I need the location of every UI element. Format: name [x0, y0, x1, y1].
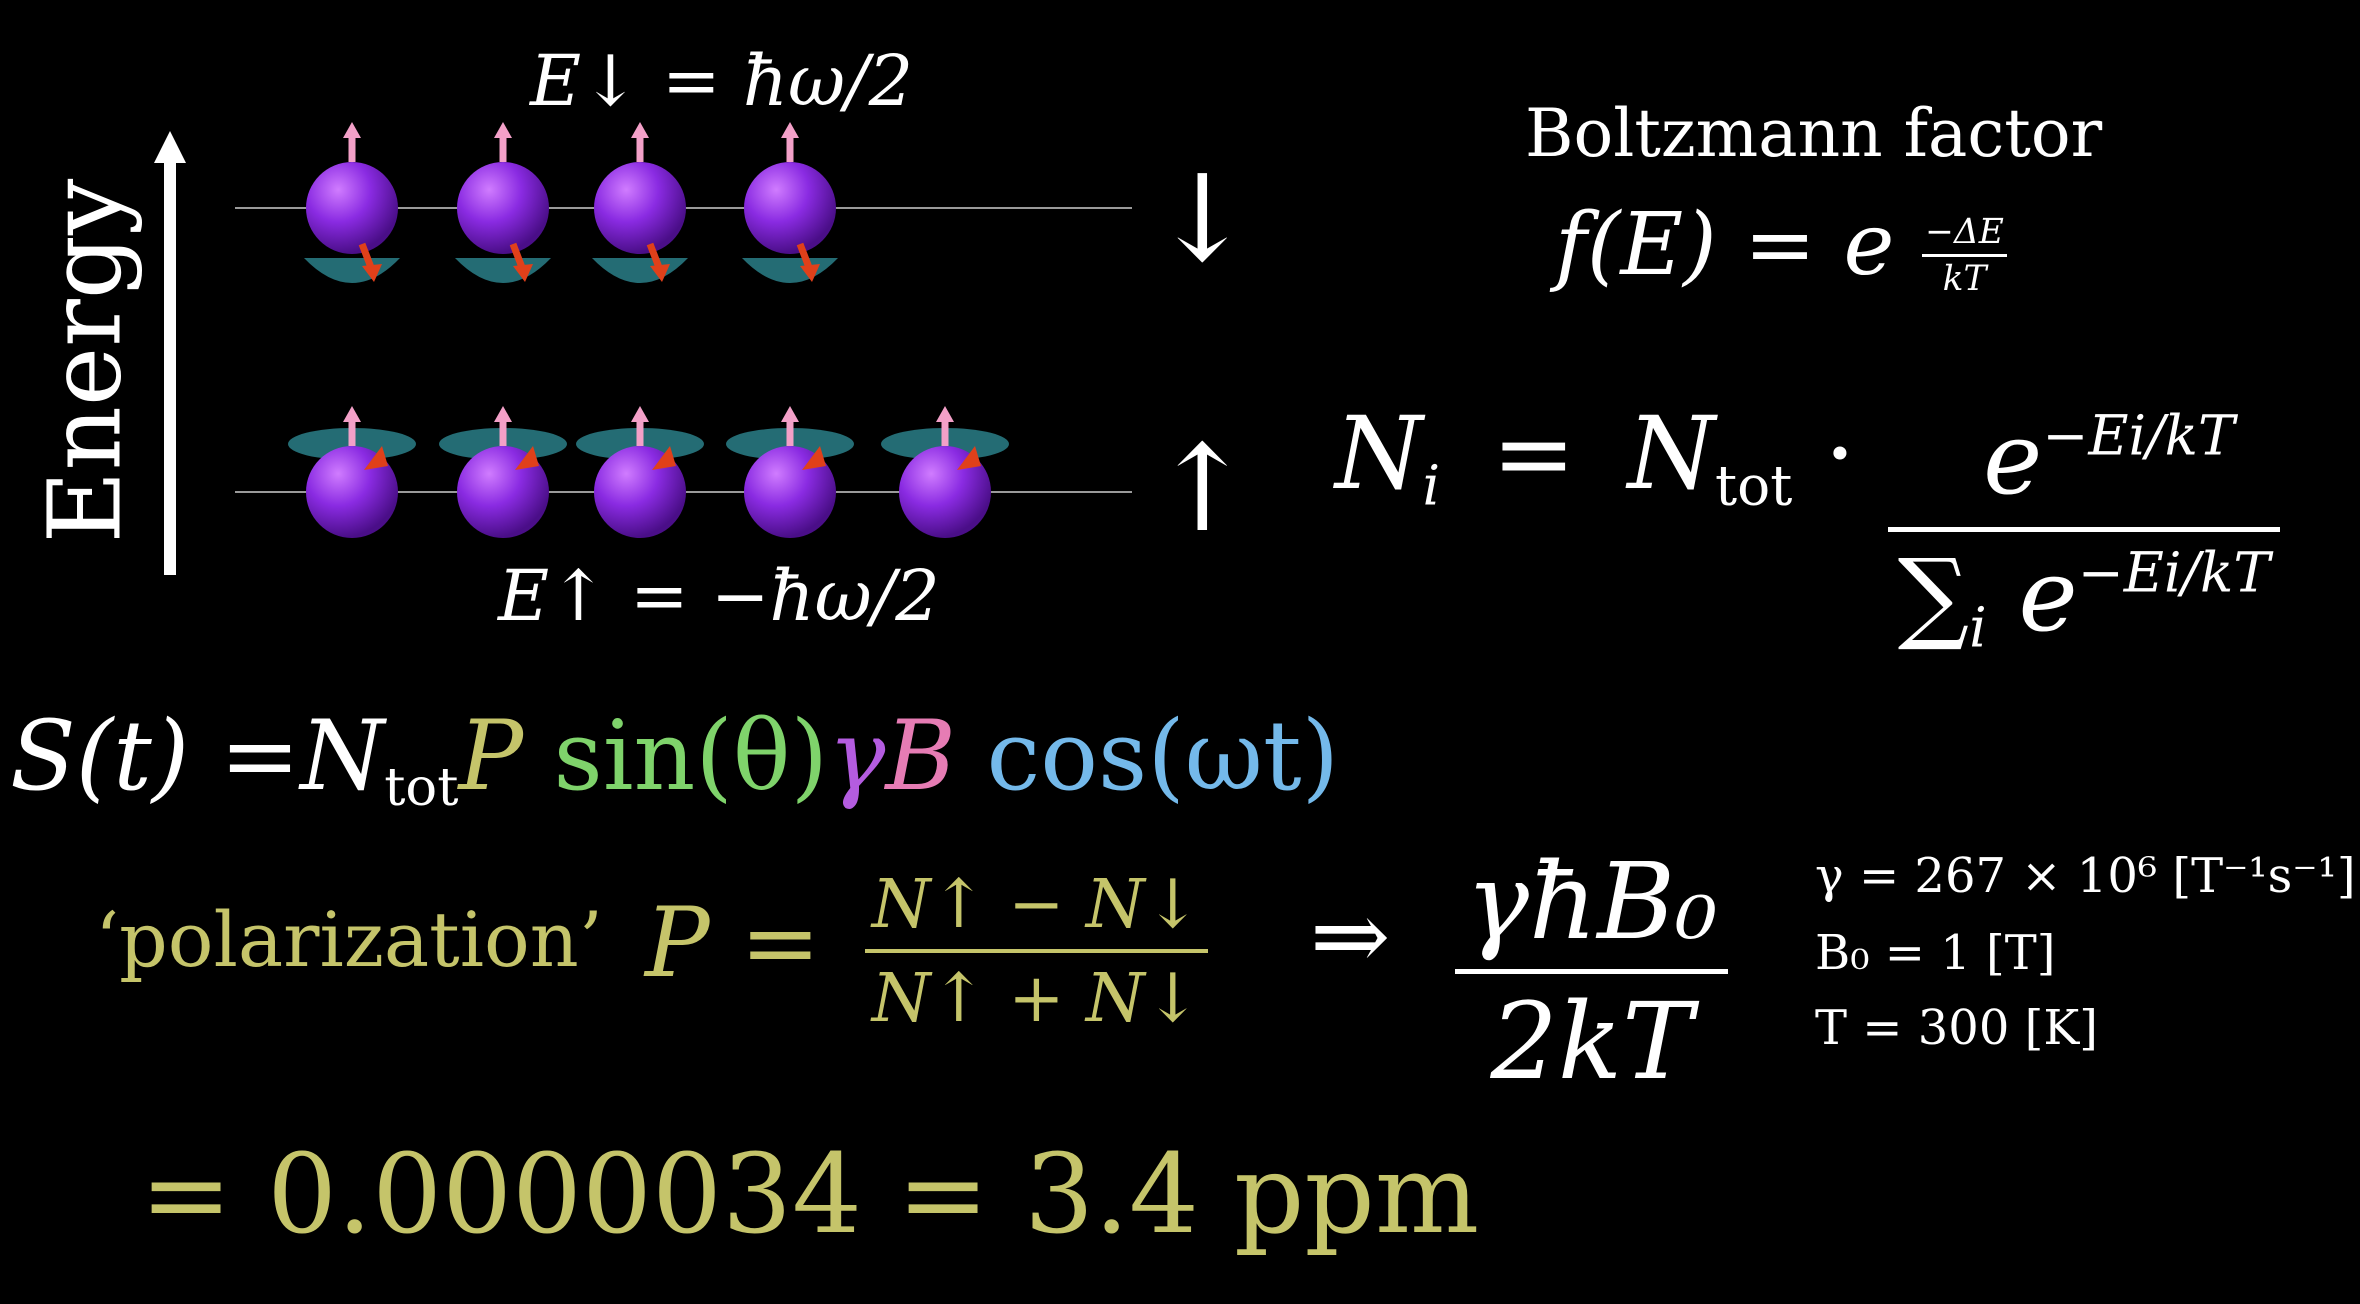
spin-up-icon: [288, 406, 416, 538]
polarization-denominator: N↑ + N↓: [871, 959, 1201, 1037]
approximation-numerator: γħB₀: [1465, 840, 1718, 963]
polarization-fraction: N↑ − N↓ N↑ + N↓: [865, 865, 1208, 1037]
polarization-label: ‘polarization’: [95, 895, 603, 984]
boltzmann-exponent: −ΔE kT: [1921, 212, 2008, 300]
up-arrow: ↑: [1152, 420, 1253, 559]
signal-formula: S(t) =NtotP sin(θ)γB cos(ωt): [10, 700, 1340, 818]
spin-diagram: [235, 122, 1132, 538]
boltzmann-lhs: f(E) = e: [1555, 195, 1895, 295]
down-spins: [304, 122, 838, 283]
spin-down-icon: [742, 122, 838, 283]
population-fraction: e−Ei/kT ∑i e−Ei/kT: [1887, 400, 2281, 660]
spin-down-icon: [304, 122, 400, 283]
result-value: = 0.0000034 = 3.4 ppm: [140, 1130, 1480, 1258]
up-energy-label: E↑ = −ħω/2: [498, 555, 940, 637]
boltzmann-title: Boltzmann factor: [1525, 95, 2103, 172]
boltzmann-formula: f(E) = e −ΔE kT: [1555, 195, 2008, 300]
constant-B0: B₀ = 1 [T]: [1815, 925, 2056, 981]
population-numerator: e−Ei/kT: [1983, 400, 2235, 517]
spin-up-icon: [881, 406, 1009, 538]
down-arrow: ↓: [1152, 150, 1253, 289]
approximation-denominator: 2kT: [1490, 980, 1693, 1103]
constant-T: T = 300 [K]: [1815, 1000, 2098, 1056]
implies-symbol: ⇒: [1310, 880, 1391, 992]
approximation-fraction: γħB₀ 2kT: [1455, 840, 1729, 1103]
constant-gamma: γ = 267 × 10⁶ [T⁻¹s⁻¹]: [1815, 848, 2356, 904]
approximation-formula: γħB₀ 2kT: [1455, 840, 1729, 1103]
exponent-denominator: kT: [1942, 259, 1987, 300]
up-spins: [288, 406, 1009, 538]
spin-down-icon: [592, 122, 688, 283]
energy-arrow-icon: [154, 131, 186, 575]
polarization-numerator: N↑ − N↓: [871, 865, 1201, 943]
population-denominator: ∑i e−Ei/kT: [1897, 537, 2271, 660]
spin-up-icon: [576, 406, 704, 538]
population-formula: Ni = Ntot · e−Ei/kT ∑i e−Ei/kT: [1335, 395, 2281, 660]
polarization-formula: P = N↑ − N↓ N↑ + N↓: [645, 865, 1208, 1037]
spin-up-icon: [726, 406, 854, 538]
down-energy-label: E↓ = ħω/2: [530, 40, 914, 122]
exponent-numerator: −ΔE: [1925, 212, 2004, 253]
spin-up-icon: [439, 406, 567, 538]
spin-down-icon: [455, 122, 551, 283]
